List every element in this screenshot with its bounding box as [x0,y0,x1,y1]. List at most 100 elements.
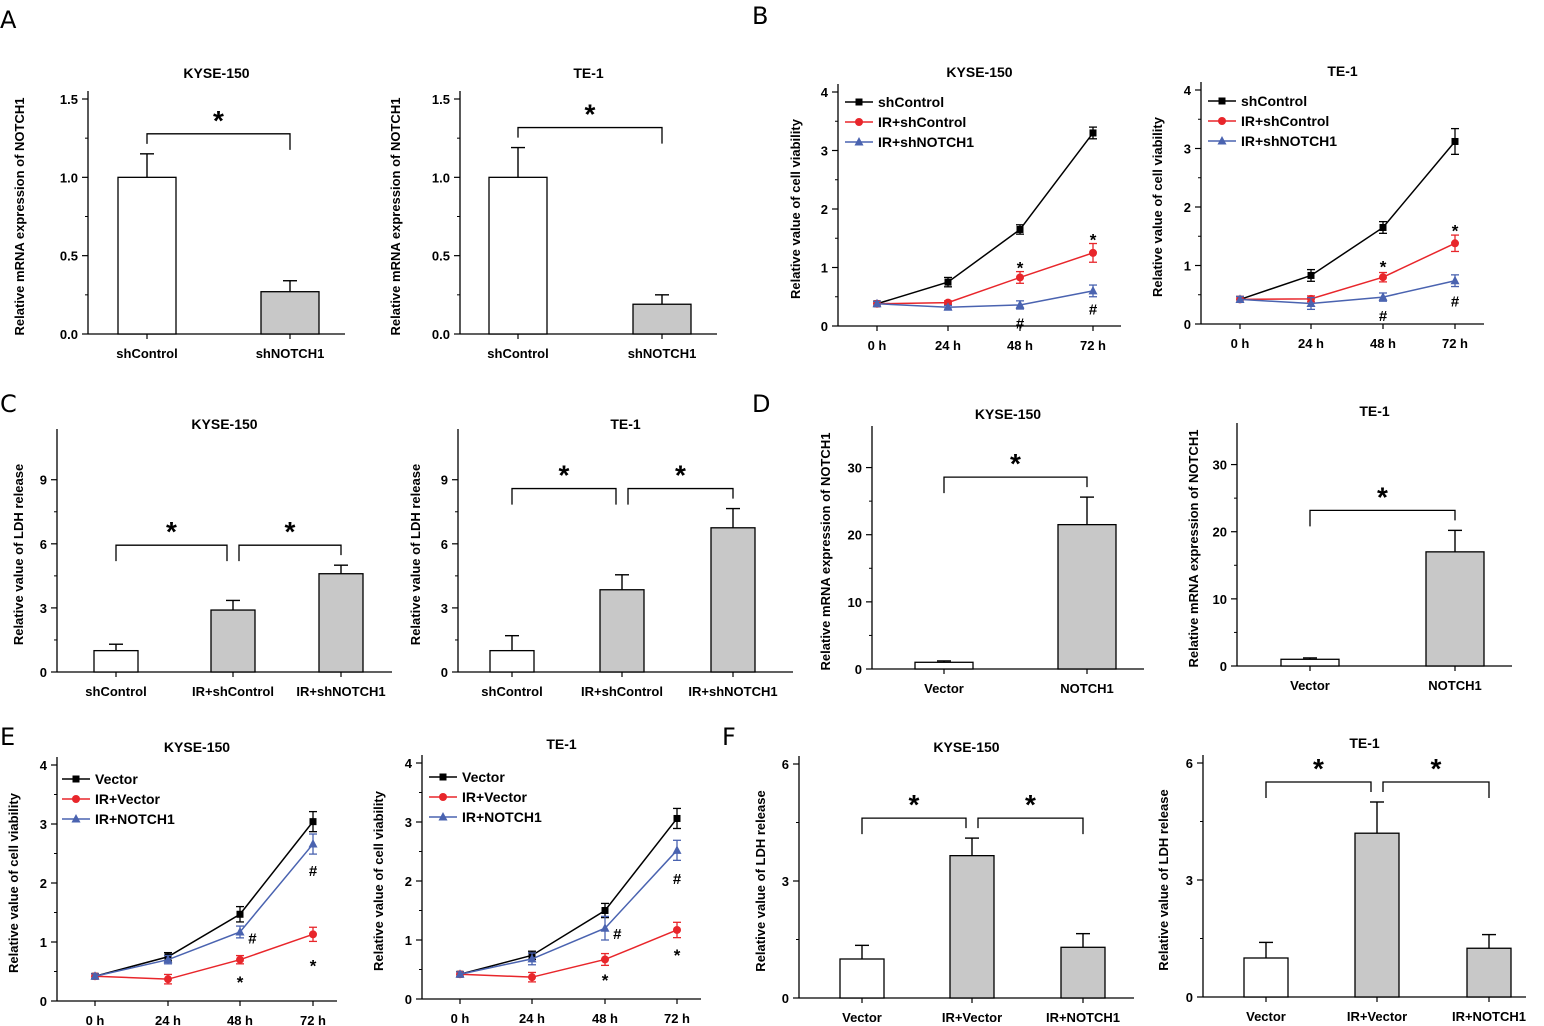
significance-star: * [585,99,596,130]
significance-hash: # [1451,294,1460,311]
y-tick-label: 1.0 [60,170,78,185]
data-point [1307,271,1315,279]
y-tick-label: 0.5 [60,249,78,264]
y-tick-label: 1 [821,261,828,276]
y-tick-label: 30 [1213,458,1227,473]
significance-star: * [675,460,686,491]
data-point [601,955,609,964]
legend-marker [72,795,80,803]
y-tick-label: 0.0 [60,327,78,342]
x-tick-label: Vector [1246,1009,1286,1024]
x-tick-label: 0 h [451,1011,470,1026]
y-tick-label: 3 [40,601,47,616]
series-line-ir-notch1 [94,843,314,977]
chart-c-kyse150: 0 3 6 9 KYSE-150 Relative value of LDH releas… [11,416,392,699]
significance-bracket [861,817,967,835]
significance-star: * [213,105,224,136]
significance-star: * [674,946,681,965]
data-point [308,839,318,848]
legend-label: IR+NOTCH1 [95,811,175,827]
y-tick-label: 0 [1186,990,1193,1005]
y-axis-label: Relative mRNA expression of NOTCH1 [818,433,833,671]
y-tick-label: 9 [441,473,448,488]
chart-title: KYSE-150 [946,64,1012,80]
legend-marker [72,775,80,783]
chart-b-te1: 0 1 2 3 4 TE-1 Relative value of cell viabilit… [1150,63,1484,351]
data-point [872,298,882,308]
significance-hash: # [309,863,318,880]
legend-label: IR+shNOTCH1 [1241,133,1337,149]
x-tick-label: Vector [924,681,964,696]
data-point [309,818,317,826]
series-line-ir-notch1 [459,849,678,975]
y-tick-label: 2 [40,876,47,891]
series-line-vector [459,817,678,975]
significance-bracket [511,487,617,505]
chart-d-te1: 0 10 20 30 TE-1 Relative mRNA expression of N… [1186,403,1512,693]
y-tick-label: 3 [782,874,789,889]
y-axis-label: Relative value of cell viability [788,118,803,299]
data-point [673,814,681,822]
bar-ir-shnotch1 [710,527,756,673]
bar-vector [1243,957,1289,998]
legend-label: Vector [462,769,505,785]
panel-label-b: B [752,2,768,30]
legend-marker [855,98,863,106]
x-tick-label: shControl [487,346,548,361]
y-tick-label: 3 [405,815,412,830]
significance-bracket [146,133,291,150]
significance-star: * [166,516,177,547]
y-tick-label: 6 [1186,756,1193,771]
data-point [944,278,952,286]
y-tick-label: 30 [848,461,862,476]
significance-star: * [237,973,244,992]
chart-e-kyse150: 0 1 2 3 4 KYSE-150 Relative value of cell viab… [6,739,337,1026]
bar-shnotch1 [632,303,692,335]
chart-title: TE-1 [1359,403,1390,419]
legend-label: IR+shControl [1241,113,1329,129]
chart-title: TE-1 [610,416,641,432]
data-point [1089,129,1097,137]
y-tick-label: 0 [855,662,862,677]
y-tick-label: 1.5 [432,92,450,107]
data-point [235,926,245,936]
bar-ir-shcontrol [210,609,256,673]
x-tick-label: 72 h [1442,336,1468,351]
legend-label: IR+shNOTCH1 [878,134,974,150]
significance-bracket [1265,781,1372,798]
data-point [1306,298,1316,308]
bar-notch1 [1425,551,1485,667]
data-point [455,969,465,978]
chart-d-kyse150: 0 10 20 30 KYSE-150 Relative mRNA expression … [818,406,1144,696]
legend-label: shControl [878,94,944,110]
bar-ir-notch1 [1060,946,1106,999]
chart-title: TE-1 [546,736,577,752]
y-tick-label: 0 [40,665,47,680]
bar-ir-shcontrol [599,589,645,673]
bar-notch1 [1057,523,1117,670]
y-tick-label: 20 [848,528,862,543]
x-tick-label: 24 h [519,1011,545,1026]
bar-shnotch1 [260,291,320,335]
bar-vector [914,661,974,670]
y-tick-label: 0 [782,991,789,1006]
y-tick-label: 2 [405,874,412,889]
significance-bracket [977,817,1084,835]
x-tick-label: Vector [1290,678,1330,693]
bar-shcontrol [489,649,535,673]
y-tick-label: 0 [40,994,47,1009]
y-tick-label: 1 [1184,259,1191,274]
legend-marker [439,793,447,801]
x-tick-label: IR+NOTCH1 [1452,1009,1526,1024]
y-tick-label: 1 [40,935,47,950]
series-line-shcontrol [876,132,1094,305]
x-tick-label: IR+shControl [192,684,274,699]
y-tick-label: 0 [1184,317,1191,332]
y-tick-label: 3 [821,144,828,159]
chart-a-kyse150: 0.0 0.5 1.0 1.5 KYSE-150 Relative mRNA expres… [12,65,345,361]
significance-bracket [238,544,342,562]
y-axis-label: Relative value of LDH release [753,790,768,971]
significance-star: * [310,957,317,976]
y-tick-label: 3 [1184,142,1191,157]
significance-hash: # [613,926,622,943]
